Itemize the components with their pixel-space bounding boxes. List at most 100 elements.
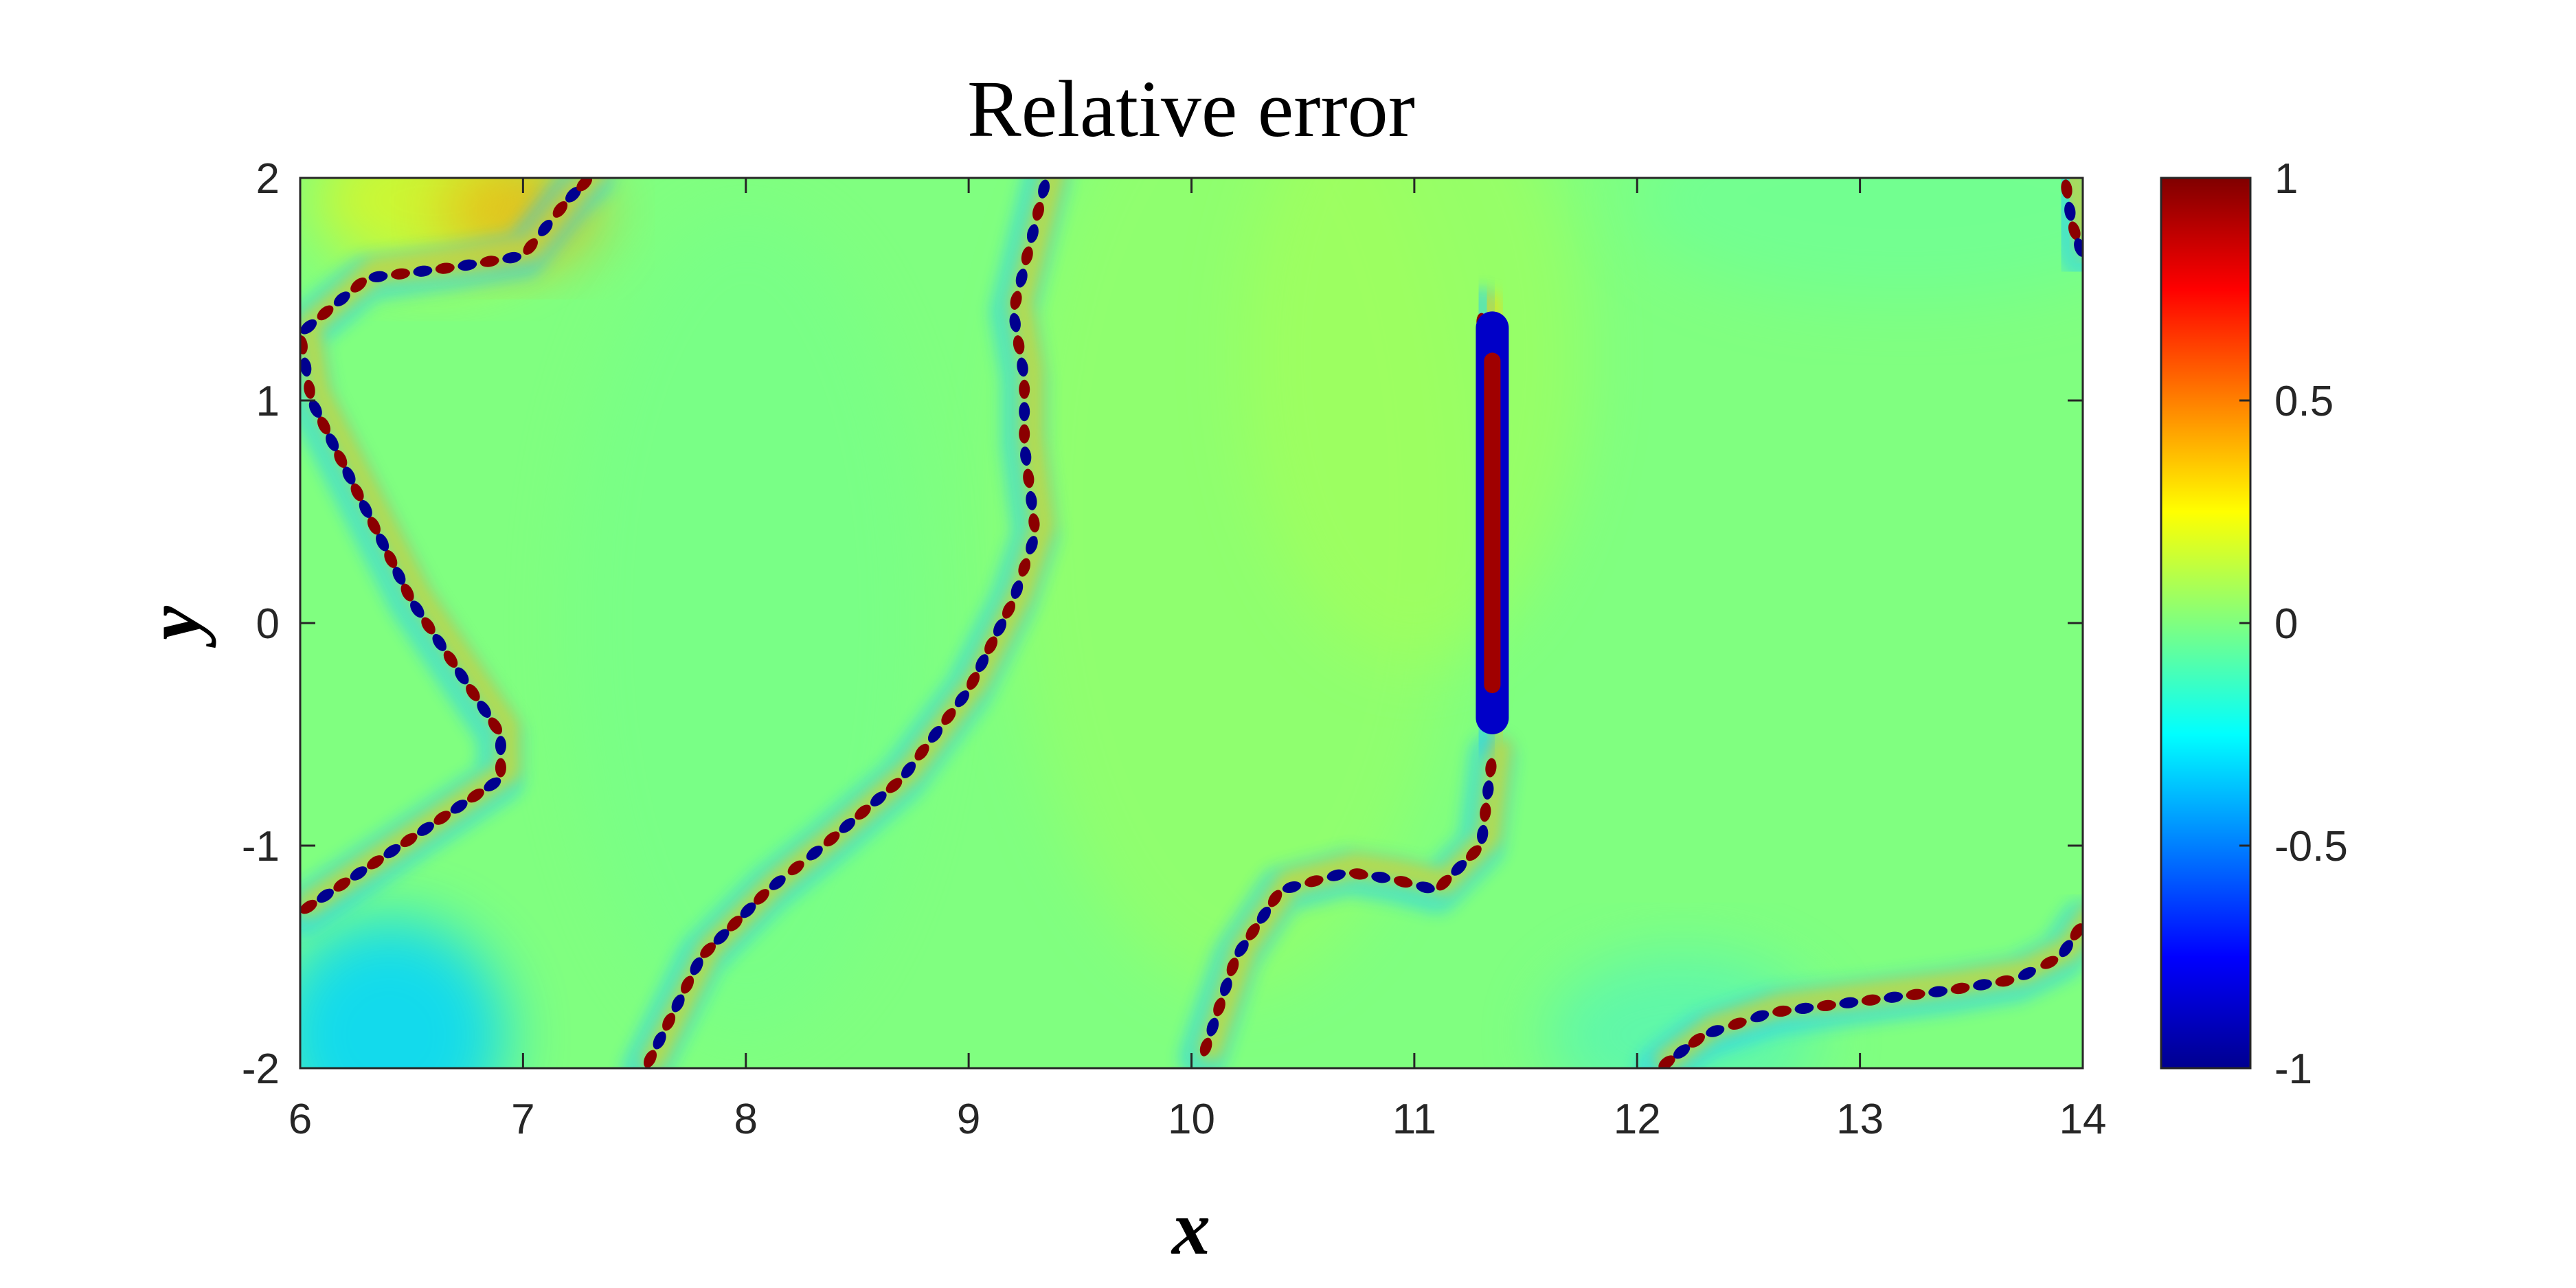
- y-tick-label: 1: [256, 378, 280, 425]
- error-fronts: [300, 178, 2083, 1068]
- error-blob: [477, 701, 491, 718]
- error-blob: [653, 1031, 666, 1050]
- error-blob: [885, 778, 903, 793]
- error-blob: [1416, 881, 1435, 894]
- error-region: [1629, 178, 2083, 304]
- y-tick-label: 0: [256, 600, 280, 648]
- error-blob: [376, 533, 389, 552]
- y-axis-label: y: [131, 605, 216, 648]
- error-blob: [1928, 986, 1948, 997]
- error-blob: [2070, 923, 2083, 941]
- error-blob: [400, 583, 414, 602]
- error-blob: [941, 708, 956, 725]
- error-blob: [326, 433, 339, 451]
- error-blob: [1304, 875, 1324, 888]
- error-blob: [1673, 1044, 1691, 1059]
- error-blob: [855, 804, 871, 820]
- error-blob: [1015, 269, 1028, 288]
- error-blob: [417, 822, 434, 836]
- error-blob: [1023, 468, 1035, 488]
- error-blob: [2068, 221, 2081, 240]
- error-blob: [410, 600, 425, 618]
- error-blob: [754, 889, 769, 905]
- error-blob: [1477, 824, 1489, 844]
- error-blob: [392, 567, 406, 585]
- error-blob: [1018, 558, 1030, 577]
- error-blob: [823, 831, 840, 847]
- error-blob: [1393, 876, 1413, 888]
- error-blob: [1017, 357, 1028, 377]
- error-blob: [975, 654, 989, 673]
- error-blob: [466, 683, 480, 701]
- x-tick-label: 7: [511, 1096, 534, 1143]
- error-blob: [1482, 780, 1494, 800]
- error-blob: [2018, 967, 2036, 980]
- error-blob: [1267, 890, 1283, 907]
- error-blob: [1038, 179, 1050, 199]
- error-blob: [1326, 869, 1346, 881]
- error-blob: [538, 219, 553, 236]
- error-blob: [1750, 1010, 1770, 1023]
- y-tick-label: 2: [256, 155, 280, 203]
- error-blob: [1256, 906, 1272, 924]
- error-blob: [317, 416, 331, 435]
- error-blob: [435, 262, 455, 274]
- error-blob: [1465, 845, 1482, 861]
- error-blob: [1026, 224, 1039, 243]
- error-blob: [479, 256, 499, 267]
- error-blob: [300, 899, 317, 914]
- error-blob: [333, 291, 350, 307]
- error-blob: [552, 201, 568, 218]
- error-blob: [342, 466, 356, 485]
- error-blob: [1884, 991, 1903, 1003]
- error-blob: [466, 788, 484, 803]
- error-blob: [367, 855, 384, 870]
- colorbar-tick-label: -0.5: [2274, 823, 2348, 870]
- colorbar: -1 -0.5 0 0.5 1: [2160, 155, 2348, 1093]
- x-tick-label: 10: [1168, 1096, 1215, 1143]
- error-blob: [495, 736, 506, 756]
- error-blob: [421, 617, 436, 635]
- error-blob: [1245, 923, 1260, 940]
- error-blob: [391, 268, 410, 280]
- error-blob: [308, 400, 322, 418]
- error-blob: [2064, 201, 2076, 221]
- error-blob: [1026, 490, 1037, 510]
- error-blob: [334, 449, 348, 468]
- x-tick-label: 12: [1614, 1096, 1661, 1143]
- error-blob: [927, 725, 943, 743]
- error-blob: [443, 651, 458, 668]
- colorbar-gradient: [2160, 177, 2252, 1070]
- error-blob: [317, 888, 334, 903]
- colorbar-tick-label: 1: [2274, 155, 2298, 203]
- error-blob: [1839, 997, 1859, 1008]
- error-blob: [671, 994, 685, 1013]
- error-blob: [1032, 201, 1044, 221]
- error-blob: [1220, 978, 1232, 997]
- error-blob: [727, 915, 743, 931]
- error-blob: [383, 844, 401, 859]
- error-blob: [495, 758, 506, 778]
- error-blob: [300, 319, 317, 335]
- colorbar-tick-label: 0: [2274, 600, 2298, 648]
- error-blob: [1794, 1002, 1814, 1015]
- error-blob: [1973, 979, 1992, 991]
- error-blob: [700, 942, 716, 958]
- error-blob: [1706, 1025, 1725, 1037]
- error-blob: [787, 860, 804, 876]
- error-blob: [1772, 1005, 1792, 1017]
- error-blob: [2059, 940, 2073, 958]
- error-blob: [2074, 238, 2083, 257]
- error-blob: [1002, 600, 1016, 619]
- error-blob: [1451, 859, 1467, 876]
- error-blob: [384, 550, 398, 568]
- y-tick-label: -2: [242, 1046, 280, 1093]
- colorbar-tick-label: -1: [2274, 1046, 2312, 1093]
- error-blob: [954, 690, 969, 708]
- error-blob: [368, 271, 388, 282]
- plot-area: [299, 177, 2084, 1070]
- error-blob: [300, 357, 312, 377]
- error-blob: [740, 902, 756, 918]
- error-blob: [1817, 999, 1836, 1012]
- error-blob: [367, 517, 381, 535]
